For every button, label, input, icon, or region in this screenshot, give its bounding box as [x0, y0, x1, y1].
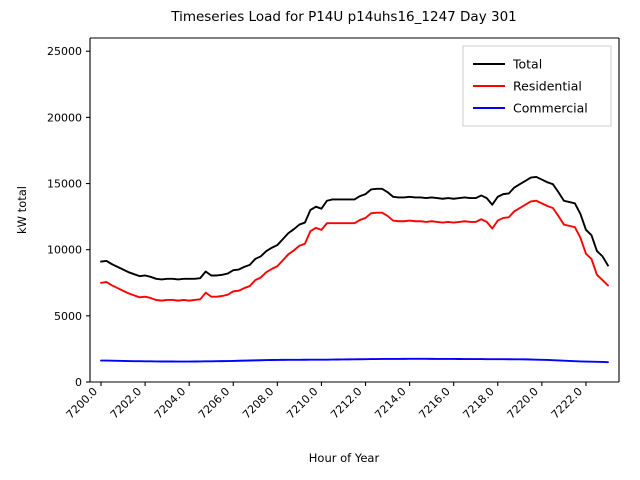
y-tick-label: 25000: [47, 45, 82, 58]
legend-label-residential: Residential: [513, 79, 582, 94]
axes-spines: [89, 37, 620, 383]
series-line-residential: [100, 199, 609, 302]
y-tick-label: 15000: [47, 178, 82, 191]
y-tick-label: 0: [75, 376, 82, 389]
series-line-total: [100, 175, 609, 281]
y-tick-label: 10000: [47, 244, 82, 257]
chart-title: Timeseries Load for P14U p14uhs16_1247 D…: [170, 9, 517, 25]
legend-label-total: Total: [512, 57, 542, 72]
y-axis-ticks: 0 5000 10000 15000 20000 25000: [47, 45, 90, 389]
legend-label-commercial: Commercial: [513, 101, 588, 116]
y-axis-label: kW total: [15, 186, 29, 234]
y-tick-label: 5000: [54, 310, 82, 323]
chart-legend: Total Residential Commercial: [462, 45, 612, 127]
series-line-commercial: [100, 357, 609, 364]
data-series-group: [100, 175, 609, 364]
y-tick-label: 20000: [47, 111, 82, 124]
x-axis-label: Hour of Year: [309, 451, 380, 465]
